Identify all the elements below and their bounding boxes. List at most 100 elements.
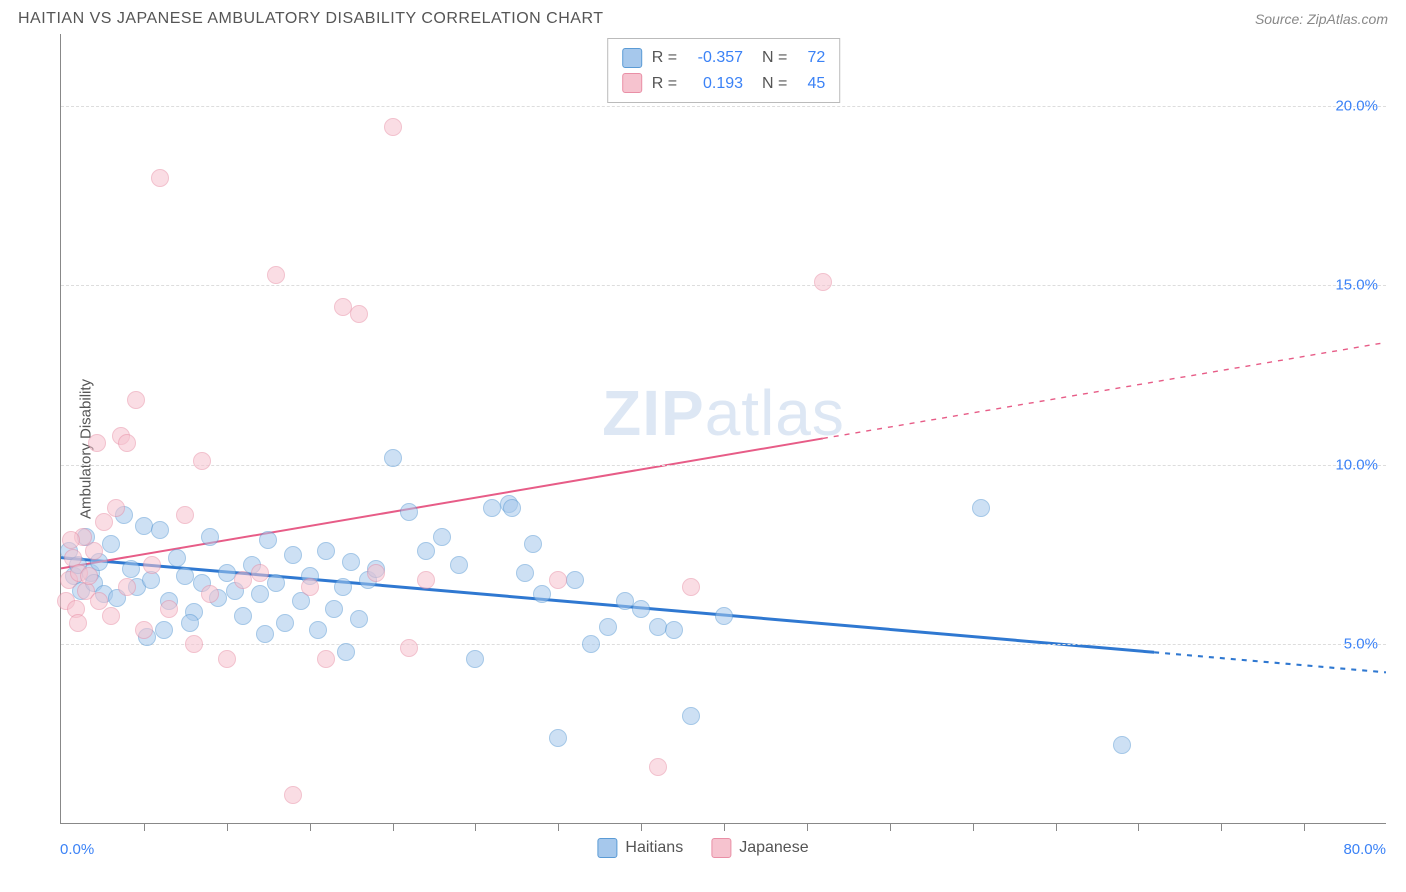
- legend-label: Japanese: [739, 839, 808, 857]
- trend-line-dashed-japanese: [823, 342, 1386, 438]
- data-point-japanese: [649, 758, 667, 776]
- data-point-haitians: [549, 729, 567, 747]
- n-label: N =: [753, 45, 787, 71]
- y-tick-label: 5.0%: [1344, 636, 1378, 653]
- data-point-haitians: [256, 625, 274, 643]
- data-point-japanese: [234, 571, 252, 589]
- correlation-row-japanese: R = 0.193 N = 45: [622, 71, 826, 97]
- data-point-haitians: [309, 621, 327, 639]
- chart-source: Source: ZipAtlas.com: [1255, 11, 1388, 27]
- chart-header: HAITIAN VS JAPANESE AMBULATORY DISABILIT…: [10, 10, 1396, 34]
- x-tick: [1138, 823, 1139, 831]
- x-tick: [227, 823, 228, 831]
- data-point-haitians: [218, 564, 236, 582]
- gridline: [61, 465, 1386, 466]
- y-tick-label: 20.0%: [1335, 97, 1378, 114]
- data-point-haitians: [284, 546, 302, 564]
- data-point-haitians: [267, 574, 285, 592]
- x-axis-min-label: 0.0%: [60, 841, 94, 858]
- data-point-japanese: [384, 118, 402, 136]
- legend-item-haitians: Haitians: [597, 838, 683, 858]
- correlation-box: R = -0.357 N = 72R = 0.193 N = 45: [607, 38, 841, 103]
- data-point-haitians: [276, 614, 294, 632]
- data-point-haitians: [682, 707, 700, 725]
- legend-label: Haitians: [625, 839, 683, 857]
- data-point-haitians: [632, 600, 650, 618]
- data-point-japanese: [85, 542, 103, 560]
- x-tick: [475, 823, 476, 831]
- data-point-haitians: [417, 542, 435, 560]
- data-point-japanese: [682, 578, 700, 596]
- data-point-japanese: [160, 600, 178, 618]
- data-point-haitians: [337, 643, 355, 661]
- data-point-japanese: [151, 169, 169, 187]
- data-point-japanese: [251, 564, 269, 582]
- data-point-japanese: [80, 567, 98, 585]
- gridline: [61, 285, 1386, 286]
- x-tick: [890, 823, 891, 831]
- swatch-japanese: [622, 73, 642, 93]
- data-point-japanese: [88, 434, 106, 452]
- n-value-japanese: 45: [797, 71, 825, 97]
- data-point-haitians: [325, 600, 343, 618]
- data-point-haitians: [566, 571, 584, 589]
- data-point-japanese: [107, 499, 125, 517]
- data-point-japanese: [400, 639, 418, 657]
- data-point-haitians: [483, 499, 501, 517]
- data-point-japanese: [62, 531, 80, 549]
- data-point-japanese: [201, 585, 219, 603]
- data-point-haitians: [317, 542, 335, 560]
- y-tick-label: 10.0%: [1335, 456, 1378, 473]
- data-point-japanese: [118, 434, 136, 452]
- data-point-haitians: [533, 585, 551, 603]
- data-point-japanese: [102, 607, 120, 625]
- trend-line-dashed-haitians: [1154, 652, 1386, 672]
- x-tick: [393, 823, 394, 831]
- n-label: N =: [753, 71, 787, 97]
- data-point-japanese: [814, 273, 832, 291]
- data-point-haitians: [400, 503, 418, 521]
- trend-lines: [61, 34, 1386, 823]
- gridline: [61, 106, 1386, 107]
- data-point-japanese: [218, 650, 236, 668]
- data-point-haitians: [616, 592, 634, 610]
- data-point-japanese: [176, 506, 194, 524]
- r-value-haitians: -0.357: [687, 45, 743, 71]
- data-point-haitians: [334, 578, 352, 596]
- data-point-haitians: [649, 618, 667, 636]
- data-point-haitians: [135, 517, 153, 535]
- data-point-haitians: [155, 621, 173, 639]
- r-label: R =: [652, 71, 677, 97]
- x-tick: [558, 823, 559, 831]
- chart-container: HAITIAN VS JAPANESE AMBULATORY DISABILIT…: [10, 10, 1396, 882]
- legend-swatch: [711, 838, 731, 858]
- x-tick: [724, 823, 725, 831]
- data-point-haitians: [665, 621, 683, 639]
- y-tick-label: 15.0%: [1335, 277, 1378, 294]
- data-point-japanese: [143, 556, 161, 574]
- x-tick: [1056, 823, 1057, 831]
- r-value-japanese: 0.193: [687, 71, 743, 97]
- data-point-haitians: [168, 549, 186, 567]
- data-point-japanese: [193, 452, 211, 470]
- data-point-haitians: [350, 610, 368, 628]
- chart-title: HAITIAN VS JAPANESE AMBULATORY DISABILIT…: [18, 10, 604, 28]
- x-tick: [1304, 823, 1305, 831]
- data-point-japanese: [185, 635, 203, 653]
- n-value-haitians: 72: [797, 45, 825, 71]
- data-point-haitians: [503, 499, 521, 517]
- r-label: R =: [652, 45, 677, 71]
- data-point-japanese: [267, 266, 285, 284]
- data-point-haitians: [342, 553, 360, 571]
- x-axis-max-label: 80.0%: [1343, 841, 1386, 858]
- data-point-japanese: [135, 621, 153, 639]
- x-tick: [641, 823, 642, 831]
- data-point-haitians: [599, 618, 617, 636]
- x-tick: [807, 823, 808, 831]
- bottom-legend: Haitians Japanese: [597, 838, 808, 858]
- data-point-haitians: [181, 614, 199, 632]
- data-point-haitians: [715, 607, 733, 625]
- legend-swatch: [597, 838, 617, 858]
- data-point-japanese: [127, 391, 145, 409]
- plot-area: ZIPatlas R = -0.357 N = 72R = 0.193 N = …: [60, 34, 1386, 824]
